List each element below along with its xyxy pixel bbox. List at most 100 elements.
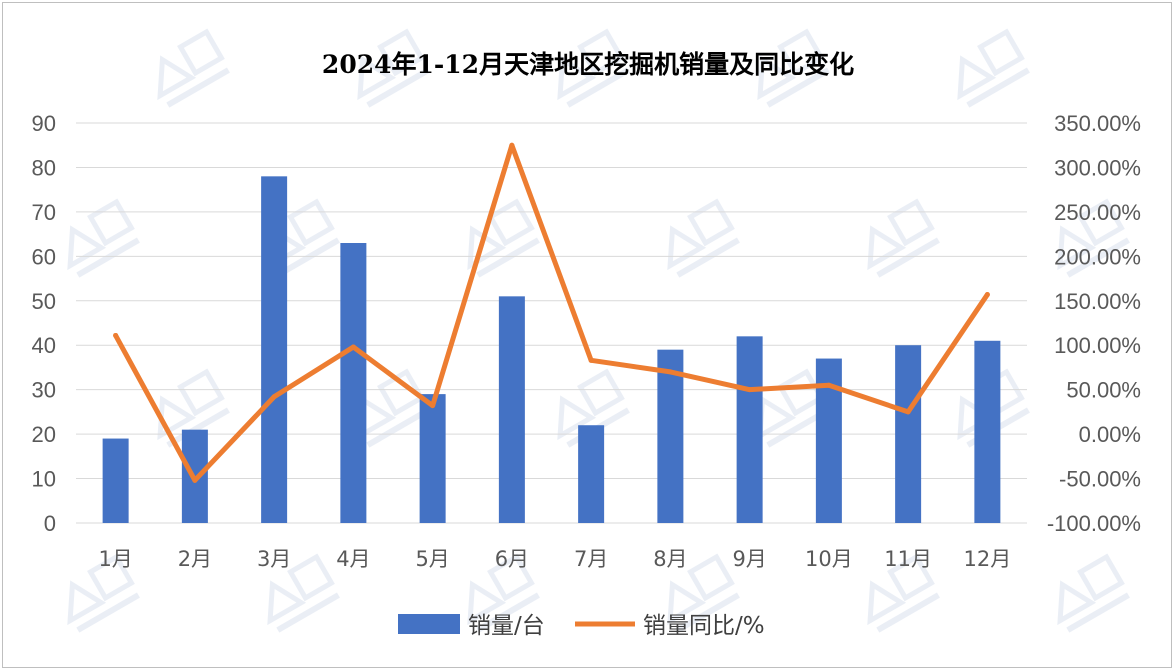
left-tick-label: 0 bbox=[44, 511, 56, 536]
watermark-mark bbox=[366, 67, 430, 108]
left-tick-label: 30 bbox=[32, 378, 56, 403]
bar bbox=[657, 349, 684, 523]
left-tick-label: 60 bbox=[32, 244, 56, 269]
watermark-mark bbox=[557, 55, 597, 101]
today-logo-watermark bbox=[867, 198, 940, 278]
today-logo-watermark bbox=[357, 28, 430, 108]
watermark-mark bbox=[357, 55, 397, 101]
line-point bbox=[984, 292, 990, 298]
legend: 销量/台 销量同比/% bbox=[398, 613, 765, 639]
right-tick-label: -50.00% bbox=[1059, 467, 1141, 492]
right-tick-label: 300.00% bbox=[1054, 155, 1141, 180]
bar bbox=[261, 176, 288, 524]
watermark-mark bbox=[867, 580, 907, 626]
right-tick-label: -100.00% bbox=[1047, 511, 1141, 536]
right-tick-label: 200.00% bbox=[1054, 244, 1141, 269]
watermark-mark bbox=[777, 368, 825, 417]
watermark-mark bbox=[876, 592, 940, 633]
line-path bbox=[113, 142, 990, 483]
watermark-mark bbox=[777, 28, 825, 77]
watermark-mark bbox=[766, 67, 830, 108]
line-point bbox=[350, 344, 356, 350]
line-point bbox=[905, 409, 911, 415]
legend-label-line: 销量同比/% bbox=[643, 613, 765, 639]
line-point bbox=[747, 387, 753, 393]
right-axis-ticks: -100.00% -50.00% 0.00% 50.00% 100.00% 150.00%… bbox=[1047, 111, 1141, 536]
line-point bbox=[271, 394, 277, 400]
today-logo-watermark bbox=[1057, 198, 1130, 278]
line-point bbox=[430, 403, 436, 409]
watermark-mark bbox=[166, 407, 230, 448]
left-tick-label: 20 bbox=[32, 422, 56, 447]
watermark-mark bbox=[476, 592, 540, 633]
watermark-mark bbox=[1057, 225, 1097, 271]
watermark-mark bbox=[366, 407, 430, 448]
category-label: 3月 bbox=[257, 547, 291, 571]
watermark-mark bbox=[1077, 198, 1125, 247]
watermark-mark bbox=[577, 368, 625, 417]
watermark-mark bbox=[467, 580, 507, 626]
watermark-mark bbox=[377, 28, 425, 77]
legend-swatch-bar bbox=[398, 614, 460, 634]
today-logo-watermark bbox=[67, 198, 140, 278]
watermark-mark bbox=[977, 28, 1025, 77]
bar bbox=[895, 345, 922, 523]
watermark-mark bbox=[287, 198, 335, 247]
watermark-layer bbox=[67, 28, 1130, 633]
watermark-mark bbox=[557, 395, 597, 441]
left-tick-label: 70 bbox=[32, 200, 56, 225]
watermark-mark bbox=[87, 198, 135, 247]
today-logo-watermark bbox=[957, 28, 1030, 108]
right-tick-label: 350.00% bbox=[1054, 111, 1141, 136]
today-logo-watermark bbox=[157, 28, 230, 108]
watermark-mark bbox=[476, 237, 540, 278]
chart-svg: 2024年1-12月天津地区挖掘机销量及同比变化 0 10 20 30 40 50 60 70… bbox=[32, 28, 1141, 639]
line-point bbox=[826, 382, 832, 388]
bar-series bbox=[102, 176, 1001, 524]
bar bbox=[974, 340, 1001, 523]
watermark-mark bbox=[166, 67, 230, 108]
category-label: 12月 bbox=[964, 547, 1012, 571]
bar bbox=[419, 394, 446, 523]
category-label: 10月 bbox=[805, 547, 853, 571]
line-point bbox=[588, 357, 594, 363]
right-tick-label: 250.00% bbox=[1054, 200, 1141, 225]
category-label: 6月 bbox=[495, 547, 529, 571]
watermark-mark bbox=[287, 553, 335, 602]
watermark-mark bbox=[887, 553, 935, 602]
today-logo-watermark bbox=[67, 553, 140, 633]
watermark-mark bbox=[1057, 580, 1097, 626]
watermark-mark bbox=[667, 580, 707, 626]
today-logo-watermark bbox=[867, 553, 940, 633]
gridlines bbox=[76, 122, 1027, 524]
legend-label-bar: 销量/台 bbox=[468, 613, 545, 639]
watermark-mark bbox=[577, 28, 625, 77]
watermark-mark bbox=[487, 198, 535, 247]
watermark-mark bbox=[267, 580, 307, 626]
left-tick-label: 90 bbox=[32, 111, 56, 136]
watermark-mark bbox=[676, 592, 740, 633]
left-tick-label: 10 bbox=[32, 467, 56, 492]
watermark-mark bbox=[157, 55, 197, 101]
watermark-mark bbox=[276, 592, 340, 633]
right-tick-label: 150.00% bbox=[1054, 289, 1141, 314]
line-point bbox=[192, 477, 198, 483]
watermark-mark bbox=[566, 67, 630, 108]
category-labels: 1月 2月 3月 4月 5月 6月 7月 8月 9月 10月 11月 12月 bbox=[98, 547, 1011, 571]
line-point bbox=[667, 369, 673, 375]
watermark-mark bbox=[1066, 592, 1130, 633]
watermark-mark bbox=[76, 237, 140, 278]
today-logo-watermark bbox=[667, 553, 740, 633]
bar bbox=[578, 425, 605, 523]
category-label: 8月 bbox=[653, 547, 687, 571]
category-label: 9月 bbox=[732, 547, 766, 571]
watermark-mark bbox=[757, 55, 797, 101]
left-tick-label: 40 bbox=[32, 333, 56, 358]
today-logo-watermark bbox=[467, 553, 540, 633]
category-label: 4月 bbox=[336, 547, 370, 571]
category-label: 11月 bbox=[884, 547, 932, 571]
chart-title: 2024年1-12月天津地区挖掘机销量及同比变化 bbox=[322, 50, 854, 79]
right-tick-label: 100.00% bbox=[1054, 333, 1141, 358]
bar bbox=[736, 336, 763, 523]
